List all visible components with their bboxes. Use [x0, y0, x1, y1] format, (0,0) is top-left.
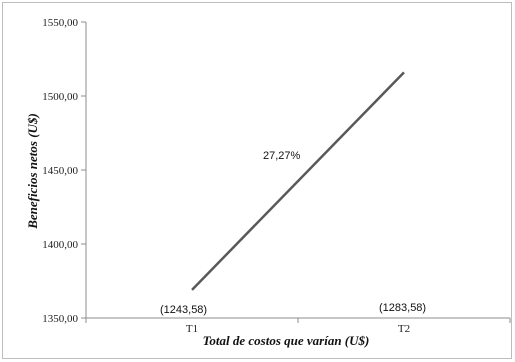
t2-cost-annotation: (1283,58) [379, 302, 426, 314]
series [192, 72, 404, 290]
y-tick-label: 1400,00 [42, 239, 78, 251]
y-ticks: 1350,00 1400,00 1450,00 1500,00 1550,00 [42, 17, 86, 325]
y-tick-label: 1350,00 [42, 313, 78, 325]
y-axis-title: Beneficios netos (U$) [25, 113, 40, 230]
x-axis-title: Total de costos que varían (U$) [203, 333, 370, 348]
series-line [192, 72, 404, 290]
t1-cost-annotation: (1243,58) [160, 304, 207, 316]
y-tick-label: 1550,00 [42, 17, 78, 29]
y-tick-label: 1500,00 [42, 91, 78, 103]
x-tick-label: T2 [398, 323, 410, 335]
x-tick-label: T1 [186, 323, 198, 335]
slope-annotation: 27,27% [263, 150, 301, 162]
y-tick-label: 1450,00 [42, 165, 78, 177]
